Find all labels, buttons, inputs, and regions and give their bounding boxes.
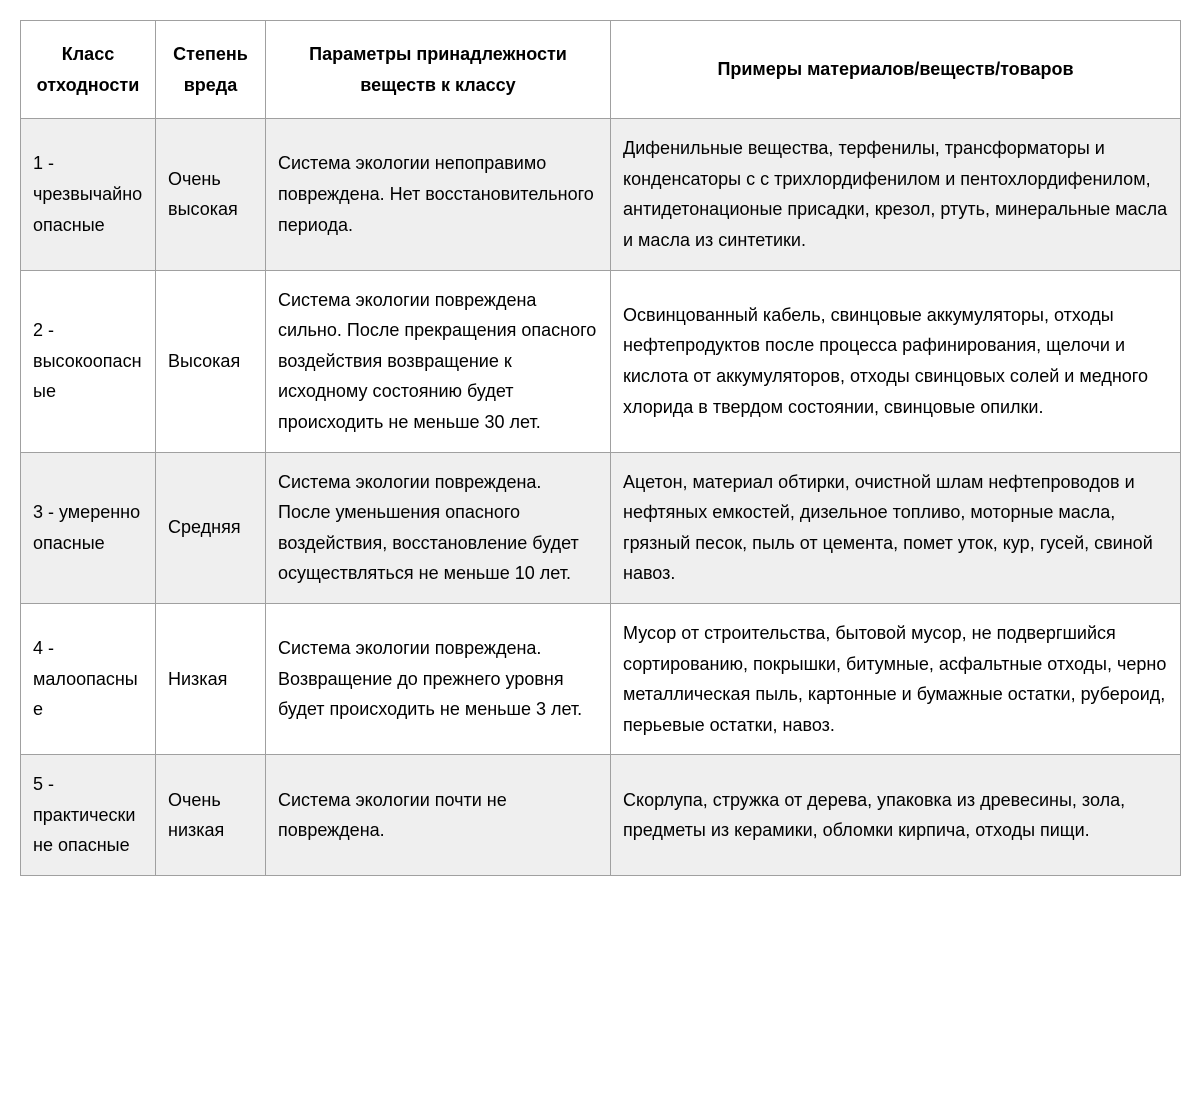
table-row: 3 - умеренно опасные Средняя Система эко… [21,452,1181,603]
cell-params: Система экологии непоправимо повреждена.… [266,119,611,270]
cell-params: Система экологии повреждена сильно. Посл… [266,270,611,452]
cell-severity: Очень высокая [156,119,266,270]
cell-examples: Мусор от строительства, бытовой мусор, н… [611,603,1181,754]
cell-class: 5 - практически не опасные [21,755,156,876]
cell-examples: Освинцованный кабель, свинцовые аккумуля… [611,270,1181,452]
col-header-class: Класс отходности [21,21,156,119]
col-header-examples: Примеры материалов/веществ/товаров [611,21,1181,119]
cell-params: Система экологии почти не повреждена. [266,755,611,876]
table-row: 5 - практически не опасные Очень низкая … [21,755,1181,876]
table-row: 2 - высокоопасные Высокая Система эколог… [21,270,1181,452]
waste-class-table: Класс отходности Степень вреда Параметры… [20,20,1181,876]
cell-params: Система экологии повреждена. Возвращение… [266,603,611,754]
col-header-params: Параметры принадлежности веществ к класс… [266,21,611,119]
table-row: 1 - чрезвычайно опасные Очень высокая Си… [21,119,1181,270]
cell-severity: Средняя [156,452,266,603]
cell-examples: Дифенильные вещества, терфенилы, трансфо… [611,119,1181,270]
cell-params: Система экологии повреждена. После умень… [266,452,611,603]
cell-severity: Низкая [156,603,266,754]
cell-class: 3 - умеренно опасные [21,452,156,603]
col-header-severity: Степень вреда [156,21,266,119]
cell-class: 1 - чрезвычайно опасные [21,119,156,270]
cell-class: 4 - малоопасные [21,603,156,754]
cell-severity: Очень низкая [156,755,266,876]
cell-examples: Ацетон, материал обтирки, очистной шлам … [611,452,1181,603]
cell-examples: Скорлупа, стружка от дерева, упаковка из… [611,755,1181,876]
cell-class: 2 - высокоопасные [21,270,156,452]
table-header-row: Класс отходности Степень вреда Параметры… [21,21,1181,119]
table-row: 4 - малоопасные Низкая Система экологии … [21,603,1181,754]
cell-severity: Высокая [156,270,266,452]
